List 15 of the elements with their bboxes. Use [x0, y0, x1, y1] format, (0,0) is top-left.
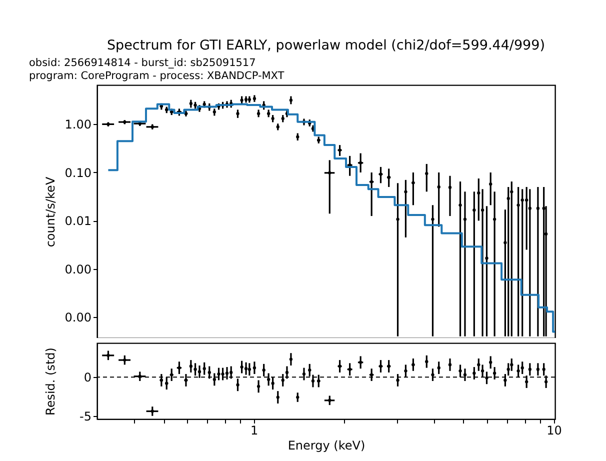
y-tick-label: 0.00 — [64, 310, 92, 325]
y-axis-title: Resid. (std) — [44, 348, 58, 416]
x-tick-label: 1 — [250, 424, 258, 438]
text: program: CoreProgram - process: XBANDCP-MXT — [29, 70, 285, 82]
y-tick-label: 0.01 — [64, 214, 92, 228]
chart-title: Spectrum for GTI EARLY, powerlaw model (chi2/dof=599.44/999) — [106, 38, 546, 54]
y-tick-label: 0.10 — [64, 166, 92, 180]
y-axis-title: count/s/keV — [44, 176, 58, 248]
y-tick-label: -5 — [80, 409, 92, 424]
y-tick-label: 1.00 — [64, 118, 92, 132]
y-tick-label: 0.00 — [64, 262, 92, 276]
text: obsid: 2566914814 - burst_id: sb25091517 — [29, 57, 256, 69]
x-axis-title: Energy (keV) — [288, 438, 366, 452]
x-tick-label: 10 — [546, 424, 562, 438]
y-tick-label: 0 — [84, 370, 92, 385]
